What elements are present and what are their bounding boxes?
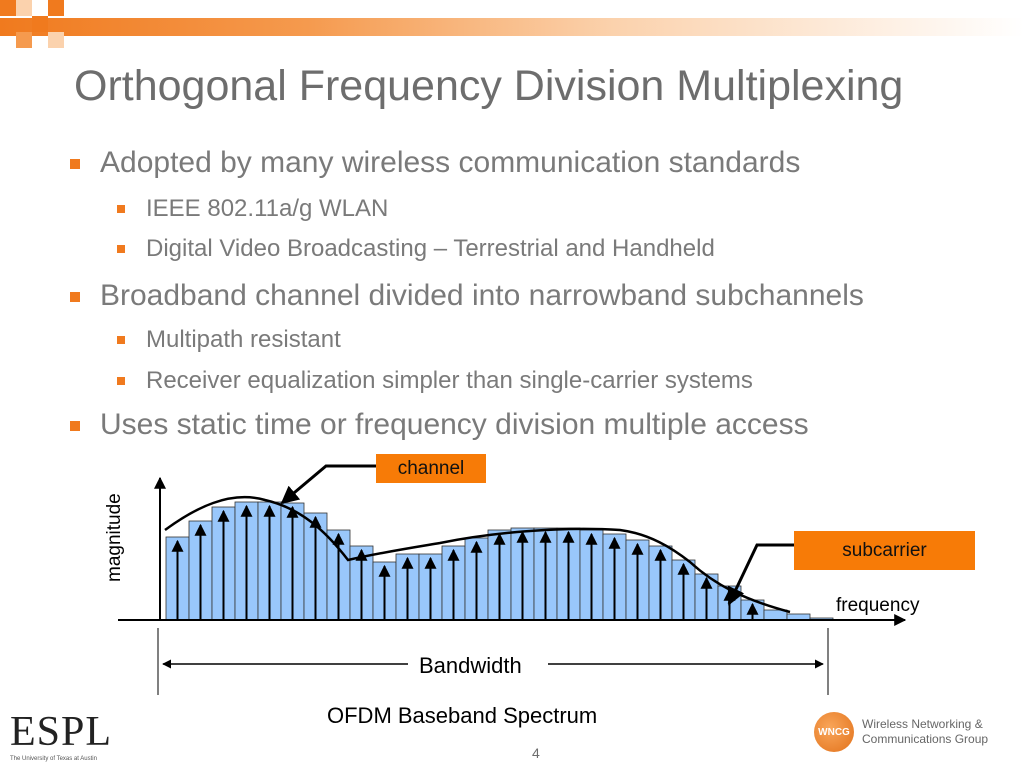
subcarrier-callout: subcarrier xyxy=(794,531,975,570)
subcarrier-pointer xyxy=(727,543,794,606)
bullet-text: Broadband channel divided into narrowban… xyxy=(100,279,864,312)
bullet-text: Uses static time or frequency division m… xyxy=(100,408,809,441)
wncg-line-1: Wireless Networking & xyxy=(862,717,983,731)
bullet-marker xyxy=(117,336,125,344)
bullet-item: Adopted by many wireless communication s… xyxy=(70,146,801,180)
wncg-logo-text: Wireless Networking & Communications Gro… xyxy=(862,717,988,747)
magnitude-axis-label: magnitude xyxy=(104,493,125,582)
bullet-marker xyxy=(70,421,80,431)
decor-square xyxy=(16,32,32,48)
bullet-marker xyxy=(70,159,80,169)
wncg-logo: WNCG Wireless Networking & Communication… xyxy=(814,712,988,752)
frequency-axis-label: frequency xyxy=(836,595,920,616)
sub-bullet-item: Digital Video Broadcasting – Terrestrial… xyxy=(117,235,715,263)
bullet-text: Adopted by many wireless communication s… xyxy=(100,146,801,179)
diagram-caption: OFDM Baseband Spectrum xyxy=(327,703,598,728)
sub-bullet-item: Multipath resistant xyxy=(117,326,341,354)
espl-logo-subtext: The University of Texas at Austin xyxy=(10,756,97,762)
bullet-text: Receiver equalization simpler than singl… xyxy=(146,367,753,394)
page-number: 4 xyxy=(532,745,540,761)
channel-pointer xyxy=(280,464,376,505)
bullet-text: IEEE 802.11a/g WLAN xyxy=(146,195,389,222)
bullet-text: Multipath resistant xyxy=(146,326,341,353)
bullet-item: Uses static time or frequency division m… xyxy=(70,408,809,442)
channel-envelope-curve xyxy=(164,495,791,614)
bullet-item: Broadband channel divided into narrowban… xyxy=(70,279,864,313)
sub-bullet-item: Receiver equalization simpler than singl… xyxy=(117,367,753,395)
decor-square xyxy=(32,16,48,32)
espl-logo-text: ESPL xyxy=(10,709,113,755)
header-gradient-bar xyxy=(0,18,1024,36)
decor-square xyxy=(0,0,16,16)
decor-square xyxy=(48,0,64,16)
bullet-marker xyxy=(117,245,125,253)
wncg-line-2: Communications Group xyxy=(862,732,989,746)
bullet-marker xyxy=(117,377,125,385)
decor-square xyxy=(16,0,32,16)
bullet-marker xyxy=(117,205,125,213)
wncg-badge-icon: WNCG xyxy=(814,712,854,752)
espl-logo: ESPL The University of Texas at Austin xyxy=(10,710,112,762)
decor-square xyxy=(48,32,64,48)
slide-title: Orthogonal Frequency Division Multiplexi… xyxy=(74,62,904,110)
bandwidth-label: Bandwidth xyxy=(419,653,522,678)
bullet-marker xyxy=(70,292,80,302)
channel-callout: channel xyxy=(376,454,486,483)
bullet-text: Digital Video Broadcasting – Terrestrial… xyxy=(146,235,715,262)
subcarrier-arrows xyxy=(171,504,759,620)
sub-bullet-item: IEEE 802.11a/g WLAN xyxy=(117,195,389,223)
